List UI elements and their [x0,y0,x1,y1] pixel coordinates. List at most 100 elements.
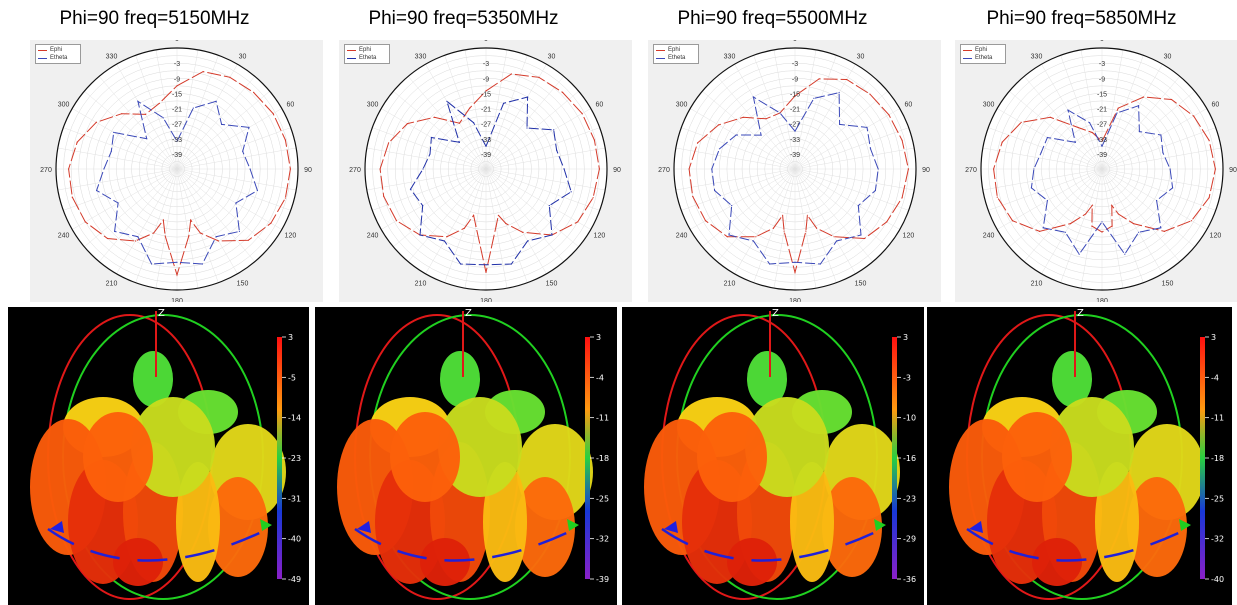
legend-label-etheta: Etheta [668,55,686,61]
data-point [284,197,286,199]
data-point [838,92,840,94]
grid-spoke [381,168,487,230]
data-point [158,102,160,104]
data-point [846,78,848,81]
angle-tick-label: 0 [484,40,488,43]
grid-spoke [702,168,796,247]
grid-spoke [1080,49,1103,170]
data-point [235,202,237,204]
grid-spoke [1009,91,1103,170]
grid-spoke [773,49,796,170]
data-point [1193,115,1195,117]
grid-spoke [57,168,178,191]
data-point [153,232,155,234]
data-point [202,71,204,73]
outer-ring [980,47,1224,291]
data-point [551,234,553,236]
data-point [114,230,116,232]
data-point [1160,134,1162,136]
grid-spoke [1101,168,1180,262]
pattern-3d-view: Z 3 -3 -10 -16 -23 -29 -36 [644,308,916,600]
pattern-lobe [515,477,575,577]
data-point [1089,122,1091,124]
data-point [794,95,796,97]
pattern-lobe [727,538,777,586]
data-point [460,263,462,265]
data-point [718,124,720,126]
angle-tick-label: 210 [415,280,427,287]
grid-spoke [485,168,600,211]
angle-tick-label: 300 [676,102,688,109]
angle-tick-label: 60 [287,102,295,109]
pattern-3d-view: Z 3 -5 -14 -23 -31 -40 -49 [30,308,301,600]
grid-spoke [982,168,1103,191]
x-axis-arrow-icon [50,521,64,533]
data-point [522,231,524,233]
polar-plot: -3 -9 -15 -21 -27 -33 -39 0 30 60 90 120 150 180 210 24… [40,40,312,302]
legend: Ephi Etheta [344,44,390,64]
data-point [1091,131,1093,134]
data-point [121,113,123,115]
pattern-lobe [747,351,787,407]
colorbar-tick-label: -5 [288,373,296,382]
data-point [688,168,690,170]
data-point [1011,220,1014,222]
data-point [598,168,600,170]
data-point [1020,121,1022,123]
data-point [84,221,86,223]
grid-spoke [794,168,909,211]
angle-tick-label: 240 [58,233,70,240]
legend-label-etheta: Etheta [975,55,993,61]
outer-ring [364,47,608,291]
data-point [714,189,716,192]
grid-spoke [675,168,796,191]
data-point [1074,141,1076,143]
data-point [1111,204,1113,207]
data-point [538,76,540,78]
grid-spoke [372,127,487,170]
grid-spoke [794,49,817,170]
chart-title: Phi=90 freq=5850MHz [986,8,1177,29]
grid-spoke [988,168,1103,211]
legend-entry-etheta: Etheta [38,54,80,62]
radial-tick-label: -27 [481,122,491,129]
data-point [1101,231,1103,233]
data-point [1091,204,1093,207]
grid-spoke [1101,168,1222,191]
data-point [443,240,445,242]
grid-spoke [1101,108,1207,170]
legend-entry-ephi: Ephi [347,46,389,54]
chart-title: Phi=90 freq=5350MHz [368,8,559,29]
column-5350mhz: Phi=90 freq=5350MHz -3 -9 -15 -21 -27 -33 -39 0… [309,0,632,605]
grid-spoke [176,108,282,170]
angle-tick-label: 300 [983,102,995,109]
colorbar-tick-label: -31 [288,494,301,503]
angle-tick-label: 0 [793,40,797,43]
data-point [1111,225,1113,227]
data-point [779,112,781,114]
data-point [755,236,757,238]
radial-tick-label: -27 [790,122,800,129]
data-point [581,112,583,115]
data-point [1042,227,1044,229]
legend-label-ephi: Ephi [668,47,681,53]
grid-spoke [176,76,255,170]
grid-spoke [982,147,1103,170]
grid-spoke [372,168,487,211]
data-point [1160,227,1162,229]
data-point [769,263,771,265]
colorbar-tick-label: -10 [903,414,916,423]
data-point [463,227,465,229]
grid-spoke [702,91,796,170]
data-point [218,240,220,242]
pattern-lobe [113,538,163,586]
polar-plot: -3 -9 -15 -21 -27 -33 -39 0 30 60 90 120 150 180 210 24… [349,40,621,302]
data-point [215,236,217,238]
legend-label-etheta: Etheta [50,55,68,61]
grid-spoke [381,108,487,170]
angle-tick-label: 120 [285,233,297,240]
legend: Ephi Etheta [960,44,1006,64]
grid-spoke [1101,168,1195,247]
data-point [728,234,730,236]
grid-spoke [1101,168,1124,289]
